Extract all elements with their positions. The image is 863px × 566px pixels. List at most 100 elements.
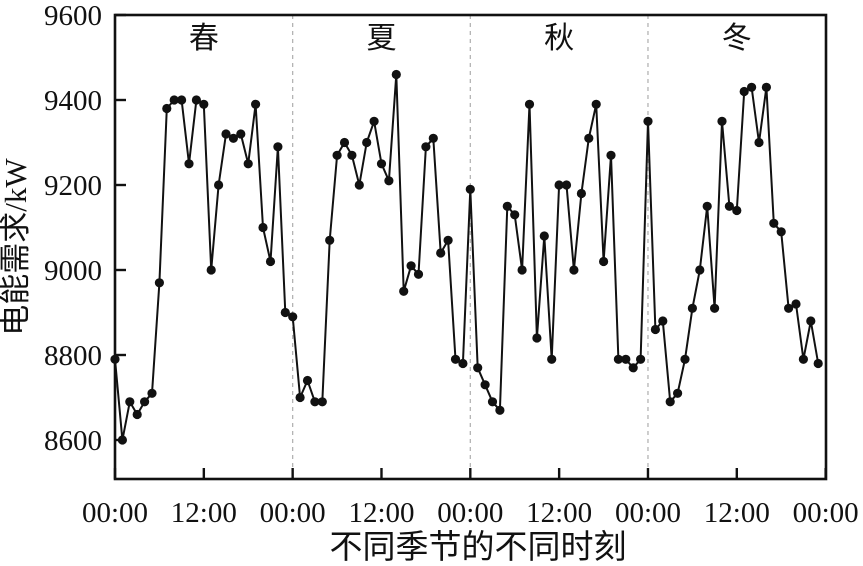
data-point bbox=[265, 256, 276, 267]
data-point bbox=[184, 159, 194, 169]
y-tick-label: 8600 bbox=[44, 425, 102, 457]
data-point bbox=[376, 159, 387, 169]
y-tick-label: 9400 bbox=[44, 85, 102, 117]
data-point bbox=[362, 137, 372, 148]
data-point bbox=[495, 405, 505, 415]
data-point bbox=[280, 307, 290, 318]
data-point bbox=[399, 286, 409, 296]
data-point bbox=[406, 261, 416, 271]
data-point bbox=[643, 116, 653, 126]
data-point bbox=[702, 201, 712, 211]
data-point bbox=[539, 231, 549, 241]
data-point bbox=[591, 99, 601, 109]
data-point bbox=[798, 354, 809, 364]
data-point bbox=[421, 142, 431, 152]
data-point bbox=[569, 265, 579, 275]
data-point bbox=[147, 388, 157, 398]
y-tick-label: 8800 bbox=[44, 340, 102, 372]
data-point bbox=[665, 397, 675, 407]
data-point bbox=[754, 137, 764, 148]
data-point bbox=[532, 333, 542, 343]
data-point bbox=[325, 235, 335, 245]
data-point bbox=[258, 222, 268, 233]
data-point bbox=[761, 82, 772, 92]
x-tick-label: 12:00 bbox=[171, 497, 237, 529]
data-point bbox=[191, 95, 201, 105]
data-point bbox=[288, 312, 298, 322]
data-point bbox=[784, 303, 794, 313]
data-point bbox=[369, 116, 379, 126]
data-point bbox=[428, 133, 438, 143]
data-point bbox=[524, 99, 535, 109]
season-label: 冬 bbox=[722, 22, 752, 55]
data-point bbox=[747, 82, 757, 92]
x-tick-label: 00:00 bbox=[82, 497, 148, 529]
x-tick-label: 12:00 bbox=[348, 497, 414, 529]
data-point bbox=[473, 363, 483, 373]
data-point bbox=[458, 358, 468, 369]
data-point bbox=[465, 184, 475, 194]
season-label: 夏 bbox=[366, 22, 396, 55]
data-point bbox=[302, 375, 313, 386]
data-point bbox=[769, 218, 779, 228]
data-point bbox=[636, 354, 646, 364]
data-point bbox=[317, 397, 327, 407]
data-point bbox=[384, 176, 394, 186]
data-point bbox=[413, 269, 424, 279]
data-point bbox=[547, 354, 557, 364]
demand-series bbox=[110, 69, 823, 445]
data-point bbox=[680, 354, 690, 364]
data-point bbox=[576, 188, 587, 199]
data-point bbox=[806, 316, 816, 326]
data-point bbox=[687, 303, 698, 313]
data-point bbox=[613, 354, 624, 364]
data-point bbox=[206, 265, 216, 275]
data-point bbox=[776, 227, 786, 237]
data-point bbox=[502, 201, 512, 211]
data-point bbox=[140, 397, 150, 407]
data-point bbox=[480, 380, 490, 390]
data-point bbox=[436, 248, 446, 258]
x-tick-label: 12:00 bbox=[704, 497, 770, 529]
data-point bbox=[606, 150, 616, 160]
data-point bbox=[347, 150, 357, 160]
x-axis-title: 不同季节的不同时刻 bbox=[330, 529, 627, 566]
season-separators bbox=[292, 15, 649, 479]
plot-border bbox=[113, 13, 828, 481]
x-tick-label: 12:00 bbox=[526, 497, 592, 529]
data-point bbox=[450, 354, 461, 364]
data-point bbox=[162, 103, 172, 114]
season-label: 秋 bbox=[544, 22, 574, 55]
data-point bbox=[228, 133, 238, 143]
y-tick-label: 9600 bbox=[44, 0, 102, 32]
data-point bbox=[221, 129, 231, 139]
y-axis-title: 电能需求/kW bbox=[0, 158, 33, 336]
data-point bbox=[561, 180, 572, 190]
demand-polyline bbox=[114, 73, 820, 441]
data-point bbox=[813, 358, 823, 369]
data-point bbox=[584, 133, 594, 143]
data-point bbox=[295, 392, 305, 403]
data-point bbox=[177, 95, 187, 105]
data-point bbox=[110, 354, 120, 364]
data-point bbox=[599, 256, 609, 267]
x-tick-label: 00:00 bbox=[793, 497, 859, 529]
data-point bbox=[273, 142, 283, 152]
data-point bbox=[695, 265, 705, 275]
data-point bbox=[132, 409, 142, 420]
data-point bbox=[732, 205, 742, 216]
data-point bbox=[673, 388, 683, 398]
x-tick-label: 00:00 bbox=[260, 497, 326, 529]
data-point bbox=[117, 435, 127, 445]
y-tick-label: 9200 bbox=[44, 170, 102, 202]
data-point bbox=[199, 99, 209, 109]
data-point bbox=[658, 316, 668, 326]
data-point bbox=[443, 235, 453, 245]
axis-tick-labels: 8600 8800 9000 9200 9400 9600 00:00 12:00 00:00 1… bbox=[44, 0, 859, 529]
season-label: 春 bbox=[189, 22, 219, 55]
data-point bbox=[739, 86, 749, 97]
data-point bbox=[650, 324, 661, 335]
data-point bbox=[487, 397, 498, 407]
season-labels: 春夏秋冬 bbox=[189, 22, 752, 55]
